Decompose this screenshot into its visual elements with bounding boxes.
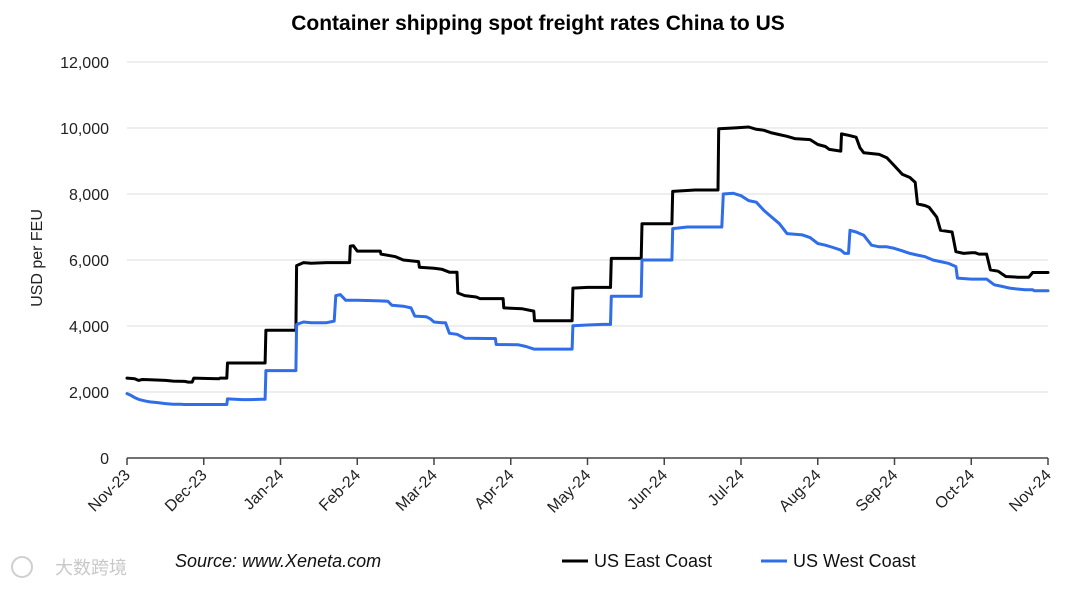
x-tick-label: Aug-24 (776, 467, 825, 516)
gridlines (127, 61, 1048, 393)
legend-label-us-west-coast: US West Coast (793, 551, 916, 571)
x-tick-label: Nov-24 (1006, 467, 1055, 516)
x-tick-label: Jun-24 (624, 467, 671, 514)
x-tick-label: Jan-24 (241, 467, 288, 514)
axes: 0 2,000 4,000 6,000 8,000 10,000 12,000 Nov-23 D… (60, 55, 1055, 517)
y-tick-label: 2,000 (69, 385, 109, 402)
x-tick-label: Oct-24 (932, 467, 978, 513)
y-tick-label: 4,000 (69, 319, 109, 336)
y-tick-label: 10,000 (60, 121, 109, 138)
legend: US East Coast US West Coast (562, 551, 916, 571)
x-tick-label: May-24 (545, 467, 595, 517)
series-line-us-west-coast (125, 191, 1050, 406)
y-axis-label: USD per FEU (29, 209, 46, 307)
x-tick-label: Dec-23 (162, 467, 211, 516)
x-tick-label: Nov-23 (85, 467, 134, 516)
y-tick-label: 0 (100, 451, 109, 468)
series-lines (125, 125, 1050, 406)
x-tick-label: Sep-24 (853, 467, 902, 516)
y-tick-label: 12,000 (60, 55, 109, 72)
x-tick-label: Jul-24 (705, 467, 748, 510)
x-tick-label: Apr-24 (472, 467, 518, 513)
watermark: 大数跨境 (11, 556, 127, 578)
series-line-us-east-coast (125, 125, 1050, 384)
legend-label-us-east-coast: US East Coast (594, 551, 712, 571)
watermark-logo-icon (11, 556, 33, 578)
y-tick-label: 8,000 (69, 187, 109, 204)
y-tick-label: 6,000 (69, 253, 109, 270)
x-tick-label: Feb-24 (316, 467, 364, 515)
watermark-text: 大数跨境 (55, 558, 127, 578)
x-tick-label: Mar-24 (393, 467, 441, 515)
source-note: Source: www.Xeneta.com (175, 551, 381, 571)
chart-title: Container shipping spot freight rates Ch… (291, 12, 785, 35)
